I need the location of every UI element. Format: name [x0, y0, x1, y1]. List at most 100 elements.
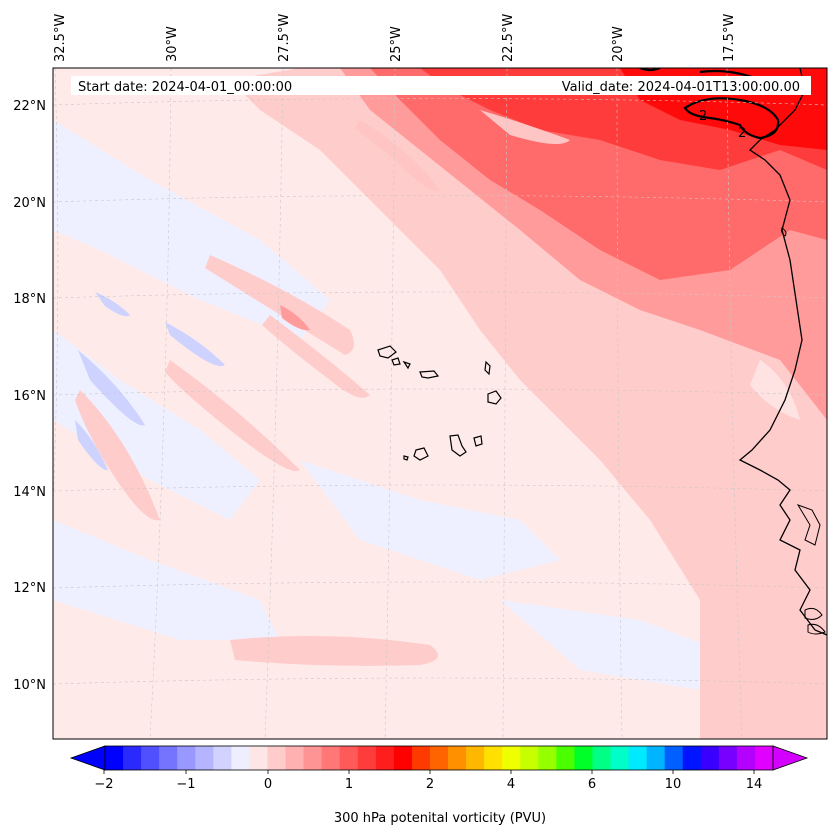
colorbar-swatch: [195, 746, 214, 770]
pv-positive-streak: [75, 390, 160, 521]
colorbar-swatch: [538, 746, 557, 770]
colorbar-swatch: [448, 746, 467, 770]
colorbar-swatch: [484, 746, 503, 770]
coastline-africa: [738, 68, 827, 636]
valid-date: Valid_date: 2024-04-01T13:00:00.00: [562, 80, 800, 95]
pv-2-contour: [639, 68, 661, 72]
colorbar-tick-label: 10: [665, 777, 682, 792]
latitude-label: 10°N: [13, 678, 46, 693]
colorbar-swatch: [159, 746, 178, 770]
pv-negative-blob: [75, 420, 108, 471]
colorbar-swatch: [646, 746, 666, 770]
coastline-africa: [796, 504, 821, 546]
longitude-label: 27.5°W: [277, 14, 292, 62]
colorbar-label: 300 hPa potenital vorticity (PVU): [334, 811, 546, 826]
colorbar-extend-high: [772, 745, 809, 771]
colorbar-swatch: [429, 746, 449, 770]
coastline-africa: [780, 227, 787, 237]
colorbar-swatch: [357, 746, 377, 770]
colorbar-tick-label: 1: [345, 777, 353, 792]
latitude-label: 22°N: [13, 99, 46, 114]
colorbar-swatch: [249, 746, 268, 770]
longitude-labels: 32.5°W 30°W 27.5°W 25°W 22.5°W 20°W 17.5°W: [53, 14, 737, 62]
colorbar-swatch: [231, 746, 250, 770]
colorbar-swatch: [754, 746, 774, 770]
colorbar-swatch: [123, 746, 142, 770]
colorbar-tick-label: 0: [264, 777, 272, 792]
colorbar-tick-label: 4: [507, 777, 515, 792]
colorbar-swatch: [502, 746, 521, 770]
colorbar-swatch: [664, 746, 684, 770]
colorbar-swatch: [267, 746, 287, 770]
colorbar-tick-label: 2: [426, 777, 434, 792]
pv-negative-region: [500, 600, 720, 690]
longitude-label: 17.5°W: [722, 14, 737, 62]
colorbar-swatch: [592, 746, 612, 770]
contour-label: 2: [699, 109, 707, 124]
colorbar-tick-label: 6: [588, 777, 596, 792]
start-date: Start date: 2024-04-01_00:00:00: [78, 80, 292, 95]
colorbar-swatch: [141, 746, 160, 770]
colorbar-swatch: [213, 746, 232, 770]
longitude-label: 30°W: [165, 26, 180, 62]
gridlines: [53, 68, 827, 739]
pv-positive-streak: [205, 255, 354, 355]
pv-positive-streak: [262, 315, 370, 398]
colorbar-swatch: [466, 746, 485, 770]
colorbar-swatch: [682, 746, 702, 770]
pv-negative-blob: [78, 350, 145, 426]
coastline-africa: [807, 623, 826, 635]
colorbar-tick-label: −2: [94, 777, 113, 792]
pv-negative-region: [53, 520, 280, 640]
colorbar-swatch: [520, 746, 539, 770]
pv-streak: [355, 120, 440, 191]
colorbar-swatch: [285, 746, 305, 770]
longitude-label: 25°W: [389, 26, 404, 62]
colorbar-swatch: [303, 746, 323, 770]
colorbar-extend-low: [69, 745, 106, 771]
pv-positive-streak: [165, 360, 300, 472]
colorbar-swatch: [339, 746, 359, 770]
colorbar-frame: [104, 745, 774, 771]
latitude-label: 16°N: [13, 389, 46, 404]
colorbar: −2 −1 0 1 2 4 6 10 14: [69, 745, 809, 792]
pv-negative-blob: [165, 322, 225, 367]
colorbar-swatch: [736, 746, 756, 770]
latitude-label: 14°N: [13, 485, 46, 500]
pv-positive-streak: [230, 636, 438, 666]
map-frame: [52, 67, 828, 740]
pv-streak: [750, 360, 800, 420]
colorbar-tick-label: 14: [746, 777, 763, 792]
cape-verde-islands: [377, 345, 502, 461]
colorbar-swatch: [700, 746, 720, 770]
colorbar-swatch: [411, 746, 431, 770]
colorbar-swatch: [574, 746, 593, 770]
colorbar-swatch: [177, 746, 196, 770]
pv-streak: [480, 110, 570, 144]
colorbar-swatch: [628, 746, 648, 770]
pv-2-contour: [683, 97, 780, 140]
pv-negative-blob: [95, 292, 130, 317]
pv-field: 2 2: [53, 68, 827, 739]
date-banner: [71, 76, 811, 95]
colorbar-swatch: [105, 746, 124, 770]
longitude-label: 20°W: [611, 26, 626, 62]
colorbar-swatch: [375, 746, 395, 770]
latitude-labels: 22°N 20°N 18°N 16°N 14°N 12°N 10°N: [13, 99, 46, 693]
contour-label: 2: [738, 126, 746, 141]
pv-positive-core: [280, 305, 310, 331]
longitude-label: 32.5°W: [53, 14, 68, 62]
colorbar-swatch: [321, 746, 341, 770]
colorbar-swatch: [718, 746, 738, 770]
pv-negative-region: [300, 460, 560, 580]
longitude-label: 22.5°W: [501, 14, 516, 62]
latitude-label: 12°N: [13, 581, 46, 596]
colorbar-swatch: [610, 746, 630, 770]
coastline-africa: [804, 607, 823, 620]
latitude-label: 18°N: [13, 292, 46, 307]
colorbar-swatch: [556, 746, 575, 770]
latitude-label: 20°N: [13, 196, 46, 211]
colorbar-swatch: [393, 746, 413, 770]
colorbar-tick-label: −1: [176, 777, 195, 792]
